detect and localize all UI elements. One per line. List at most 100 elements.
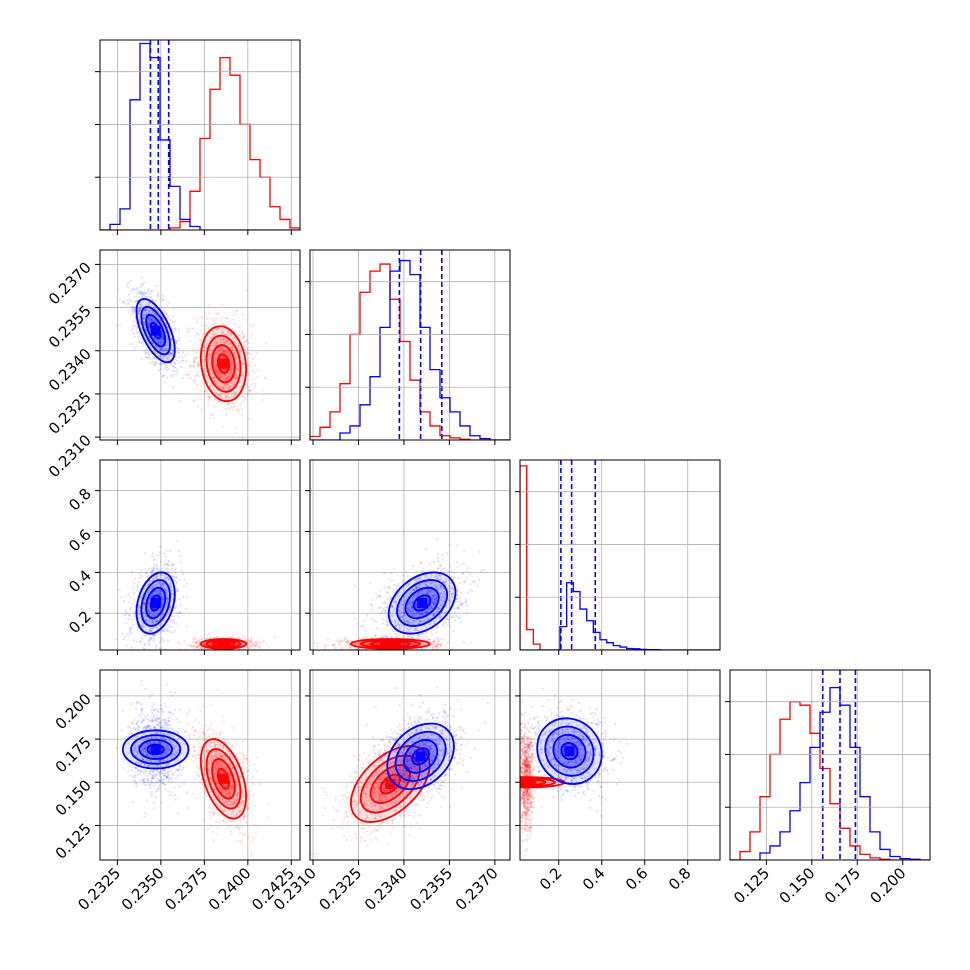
scatter-point-blue [162, 613, 165, 616]
scatter-point-blue [142, 602, 145, 605]
scatter-point-blue [132, 312, 135, 315]
scatter-point-blue [144, 348, 147, 351]
scatter-point-blue [160, 329, 163, 333]
scatter-point-blue [157, 346, 160, 350]
scatter-point-red [208, 395, 212, 398]
scatter-point-red [205, 376, 208, 379]
scatter-point-red [223, 350, 227, 353]
scatter-point-red [254, 385, 257, 388]
scatter-point-blue [130, 626, 133, 629]
scatter-point-blue [154, 344, 157, 347]
scatter-point-red [247, 389, 250, 393]
scatter-point-red [215, 327, 218, 330]
scatter-point-red [247, 357, 251, 360]
scatter-point-red [224, 377, 227, 380]
scatter-point-red [226, 339, 229, 342]
scatter-point-red [208, 642, 211, 645]
scatter-point-red [243, 336, 246, 339]
scatter-point-blue [133, 610, 136, 613]
scatter-point-red [196, 646, 199, 649]
scatter-point-blue [153, 634, 156, 637]
scatter-point-blue [157, 591, 160, 594]
scatter-point-red [448, 641, 451, 644]
scatter-point-blue [167, 570, 171, 574]
scatter-point-blue [119, 323, 122, 326]
scatter-point-red [220, 387, 223, 390]
scatter-point-blue [157, 624, 160, 628]
scatter-point-red [244, 639, 247, 642]
scatter-point-red [244, 386, 247, 389]
scatter-point-blue [130, 290, 133, 293]
scatter-point-blue [170, 584, 173, 587]
scatter-point-blue [129, 606, 132, 609]
scatter-point-blue [464, 601, 467, 604]
scatter-point-red [207, 396, 210, 399]
scatter-point-red [202, 643, 205, 646]
scatter-point-blue [127, 301, 130, 304]
scatter-point-red [257, 645, 260, 648]
scatter-point-blue [144, 585, 147, 588]
scatter-point-blue [150, 615, 153, 618]
scatter-point-red [189, 365, 192, 368]
scatter-point-blue [153, 337, 157, 340]
scatter-point-blue [171, 562, 174, 565]
scatter-point-red [254, 641, 257, 644]
scatter-point-red [199, 315, 202, 318]
scatter-point-red [234, 350, 237, 353]
scatter-point-blue [456, 544, 459, 547]
scatter-point-blue [455, 614, 459, 617]
scatter-point-blue [179, 611, 182, 615]
scatter-point-blue [375, 597, 378, 600]
scatter-point-red [218, 372, 221, 375]
scatter-point-blue [139, 658, 141, 660]
scatter-point-blue [133, 347, 136, 350]
scatter-point-blue [156, 292, 160, 295]
scatter-point-red [208, 384, 211, 387]
scatter-point-blue [178, 611, 182, 614]
scatter-point-blue [151, 569, 154, 572]
scatter-point-blue [146, 609, 149, 612]
scatter-point-red [241, 330, 244, 333]
scatter-point-blue [130, 646, 133, 649]
scatter-point-red [199, 339, 202, 342]
scatter-point-red [224, 333, 227, 336]
scatter-point-red [429, 652, 431, 654]
scatter-point-red [212, 344, 216, 347]
scatter-point-blue [172, 385, 175, 388]
scatter-point-blue [436, 553, 440, 556]
scatter-point-blue [177, 331, 180, 334]
scatter-point-red [435, 642, 438, 645]
scatter-point-blue [192, 360, 196, 363]
scatter-point-blue [151, 634, 154, 637]
scatter-point-blue [168, 353, 172, 356]
scatter-point-blue [458, 581, 461, 585]
scatter-point-red [236, 376, 239, 379]
scatter-point-blue [139, 286, 142, 289]
scatter-point-red [248, 388, 252, 392]
scatter-point-blue [169, 362, 172, 365]
scatter-point-red [213, 320, 216, 323]
scatter-point-red [211, 636, 214, 639]
scatter-point-blue [175, 340, 179, 343]
scatter-point-red [225, 396, 228, 399]
scatter-point-blue [144, 309, 147, 312]
scatter-point-blue [155, 644, 158, 647]
scatter-point-red [228, 386, 231, 389]
scatter-point-blue [138, 606, 141, 609]
scatter-point-blue [139, 302, 142, 305]
scatter-point-red [200, 635, 203, 638]
scatter-point-red [226, 353, 229, 356]
scatter-point-red [213, 405, 216, 408]
scatter-point-blue [151, 594, 154, 597]
scatter-point-red [219, 394, 222, 397]
scatter-point-red [195, 645, 199, 648]
scatter-point-blue [156, 568, 159, 571]
scatter-point-red [354, 643, 357, 646]
scatter-point-blue [155, 567, 158, 570]
scatter-point-red [224, 374, 227, 377]
scatter-point-blue [173, 629, 176, 632]
scatter-point-blue [132, 332, 135, 335]
scatter-point-red [195, 640, 198, 644]
histogram-red [310, 263, 510, 440]
scatter-point-blue [144, 313, 147, 316]
